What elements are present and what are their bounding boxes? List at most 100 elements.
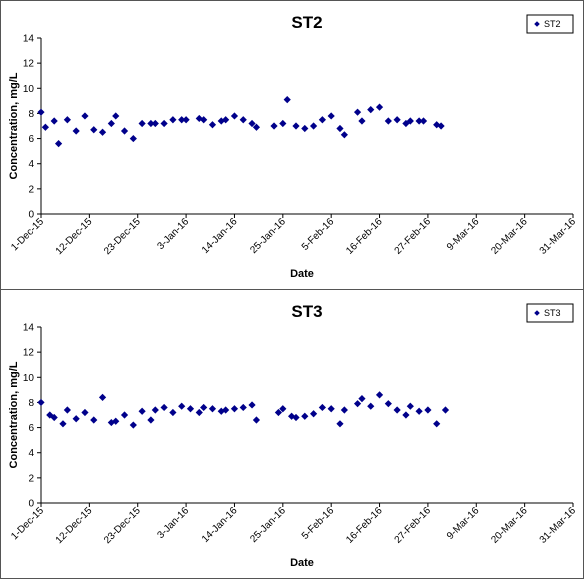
data-point xyxy=(336,124,344,133)
data-point xyxy=(151,119,159,128)
data-point xyxy=(160,403,168,412)
x-tick-label: 25-Jan-16 xyxy=(248,216,288,256)
data-point xyxy=(50,117,58,125)
chart-panel-st3: ST3 0 2 4 6 8 10 12 14 1-Dec-15 12-Dec-15 23-Dec-15… xyxy=(0,289,584,579)
data-point xyxy=(230,112,239,120)
chart-title: ST2 xyxy=(291,13,322,32)
x-tick-label: 12-Dec-15 xyxy=(54,216,95,257)
y-tick-label: 6 xyxy=(28,134,34,145)
data-point xyxy=(178,402,186,410)
x-tick-label: 23-Dec-15 xyxy=(102,505,143,546)
data-point xyxy=(147,416,155,424)
data-point xyxy=(270,122,278,130)
y-tick-label: 12 xyxy=(23,59,35,70)
x-tick-label: 9-Mar-16 xyxy=(445,216,482,253)
chart-st3: ST3 0 2 4 6 8 10 12 14 1-Dec-15 12-Dec-15 23-Dec-15… xyxy=(8,302,579,569)
data-point xyxy=(81,408,89,417)
data-point xyxy=(239,403,247,412)
data-point xyxy=(195,408,203,417)
data-point xyxy=(252,123,261,131)
data-point xyxy=(138,119,146,128)
data-point xyxy=(147,119,155,128)
x-tick-label: 31-Mar-16 xyxy=(538,216,579,257)
data-point xyxy=(63,116,71,124)
data-point xyxy=(441,406,450,414)
y-tick-label: 8 xyxy=(28,109,34,120)
data-point xyxy=(353,400,362,408)
data-point xyxy=(318,116,326,124)
x-tick-label: 5-Feb-16 xyxy=(300,216,337,253)
data-point xyxy=(375,391,384,399)
data-point xyxy=(98,128,107,136)
data-point xyxy=(424,406,432,414)
data-point xyxy=(301,124,309,133)
data-point xyxy=(59,420,67,428)
data-point xyxy=(358,117,366,125)
x-tick-label: 3-Jan-16 xyxy=(156,505,192,541)
data-point xyxy=(340,406,348,414)
data-point xyxy=(138,407,146,415)
legend-label: ST3 xyxy=(544,308,561,318)
y-tick-label: 10 xyxy=(23,84,35,95)
data-point xyxy=(169,116,177,124)
x-tick-label: 5-Feb-16 xyxy=(300,505,337,542)
data-point xyxy=(318,403,326,412)
data-point xyxy=(433,420,441,428)
data-point xyxy=(437,122,445,130)
data-point xyxy=(178,116,186,124)
data-point xyxy=(90,416,98,424)
data-point xyxy=(37,398,45,407)
y-tick-label: 0 xyxy=(28,499,34,510)
data-point xyxy=(81,112,89,120)
data-point xyxy=(169,408,177,417)
data-point xyxy=(120,127,129,135)
legend-label: ST2 xyxy=(544,19,561,29)
legend-box xyxy=(526,303,574,323)
data-point xyxy=(292,413,300,422)
x-tick-label: 14-Jan-16 xyxy=(200,216,240,256)
x-tick-label: 3-Jan-16 xyxy=(156,216,192,252)
data-point xyxy=(375,103,384,111)
data-point xyxy=(309,410,318,418)
y-tick-label: 6 xyxy=(28,423,34,434)
data-point xyxy=(107,418,115,427)
data-point xyxy=(120,411,129,419)
data-point xyxy=(252,416,261,424)
data-point xyxy=(367,106,375,114)
data-point xyxy=(419,117,428,125)
data-point xyxy=(279,405,287,413)
data-point xyxy=(72,127,80,135)
data-point xyxy=(415,407,423,415)
data-point xyxy=(112,417,120,425)
data-point xyxy=(358,395,366,403)
data-point xyxy=(384,400,392,408)
data-point xyxy=(222,116,230,124)
data-point xyxy=(402,119,410,128)
data-point xyxy=(283,96,291,104)
x-tick-label: 31-Mar-16 xyxy=(538,505,579,546)
data-point xyxy=(402,411,410,419)
data-point xyxy=(340,131,348,139)
data-point xyxy=(433,121,441,129)
data-point xyxy=(384,117,392,125)
data-point xyxy=(50,413,58,422)
data-point xyxy=(406,402,414,410)
data-point xyxy=(309,122,318,130)
data-point xyxy=(353,108,362,116)
data-point xyxy=(98,393,107,401)
data-point xyxy=(327,112,335,120)
x-tick-label: 20-Mar-16 xyxy=(489,505,530,546)
x-tick-label: 25-Jan-16 xyxy=(248,505,288,545)
data-point xyxy=(160,119,168,128)
data-point xyxy=(336,420,344,428)
data-point xyxy=(327,405,335,413)
data-point xyxy=(200,116,208,124)
y-tick-label: 4 xyxy=(28,159,34,170)
data-point xyxy=(415,117,423,125)
y-tick-label: 14 xyxy=(23,323,35,334)
data-point xyxy=(129,421,137,429)
y-tick-label: 2 xyxy=(28,473,34,484)
y-tick-label: 10 xyxy=(23,373,35,384)
data-point xyxy=(292,122,300,130)
